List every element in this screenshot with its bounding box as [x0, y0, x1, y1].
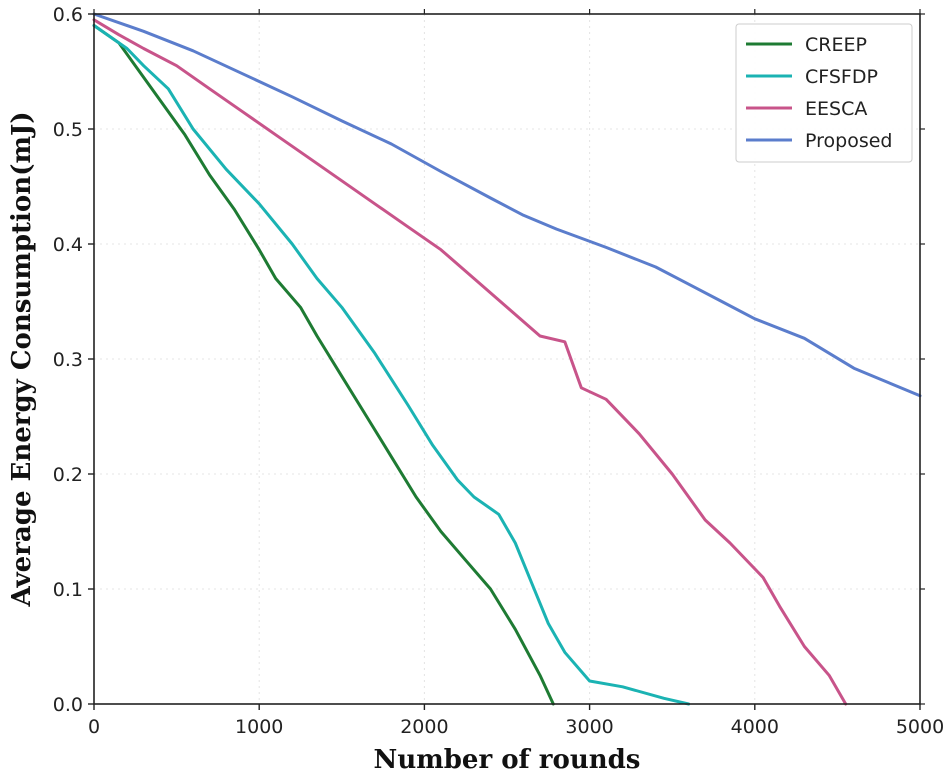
x-axis-title: Number of rounds	[374, 745, 641, 775]
x-tick-label: 5000	[896, 716, 944, 738]
y-tick-label: 0.1	[53, 579, 83, 601]
y-tick-label: 0.2	[53, 464, 83, 486]
y-tick-label: 0.6	[53, 4, 83, 26]
y-axis-title: Average Energy Consumption(mJ)	[7, 111, 37, 607]
x-axis-ticks: 0 1000 2000 3000 4000 5000	[88, 9, 944, 738]
legend-label-creep: CREEP	[805, 34, 867, 56]
legend-label-eesca: EESCA	[805, 98, 867, 120]
legend-box	[735, 23, 913, 163]
y-tick-label: 0.5	[53, 119, 83, 141]
y-axis-ticks: 0.0 0.1 0.2 0.3 0.4 0.5 0.6	[53, 4, 925, 716]
x-tick-label: 1000	[235, 716, 283, 738]
series-line-creep	[92, 24, 555, 706]
legend-label-proposed: Proposed	[805, 130, 892, 152]
x-tick-label: 0	[88, 716, 100, 738]
series-line-cfsfdp	[92, 24, 691, 706]
y-tick-label: 0.3	[53, 349, 83, 371]
x-tick-label: 4000	[731, 716, 779, 738]
y-tick-label: 0.4	[53, 234, 83, 256]
y-tick-label: 0.0	[53, 694, 83, 716]
legend-label-cfsfdp: CFSFDP	[805, 66, 878, 88]
series-lines	[92, 12, 922, 706]
series-line-proposed	[92, 12, 922, 398]
x-tick-label: 3000	[565, 716, 613, 738]
legend: CREEP CFSFDP EESCA Proposed	[735, 23, 913, 163]
x-tick-label: 2000	[400, 716, 448, 738]
series-line-eesca	[92, 18, 848, 706]
